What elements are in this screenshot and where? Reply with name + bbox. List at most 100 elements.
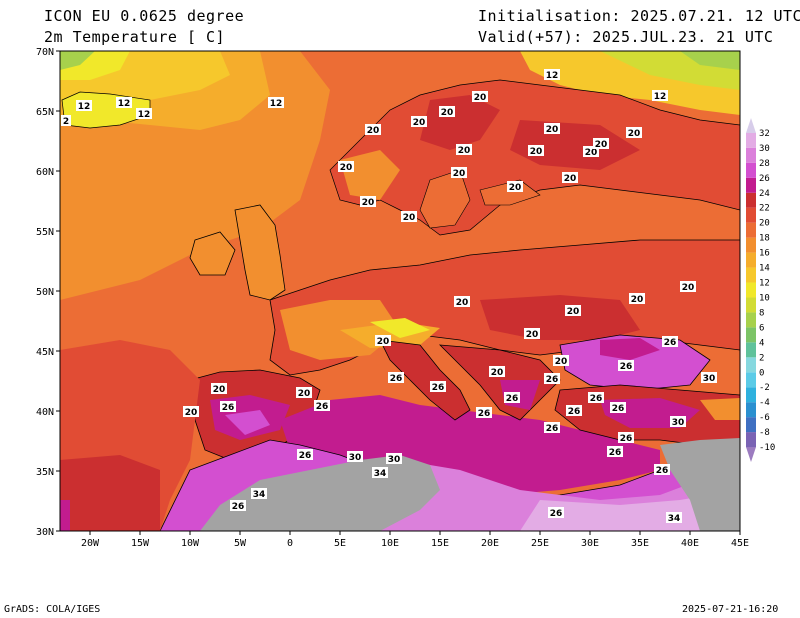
lon-tick-label: 30E	[581, 538, 599, 549]
colorbar-swatch	[746, 207, 756, 223]
colorbar-tick-label: -6	[759, 413, 770, 423]
isotherm-label: 26	[544, 373, 560, 385]
colorbar-tick-label: 8	[759, 308, 764, 318]
lon-tick-label: 25E	[531, 538, 549, 549]
lat-tick-label: 40N	[36, 407, 54, 418]
isotherm-label: 20	[472, 91, 488, 103]
svg-text:26: 26	[550, 509, 563, 519]
colorbar-swatch	[746, 417, 756, 433]
isotherm-label: 20	[489, 366, 505, 378]
svg-text:12: 12	[78, 102, 91, 112]
colorbar-swatch	[746, 132, 756, 148]
svg-text:26: 26	[232, 502, 245, 512]
svg-text:20: 20	[631, 295, 644, 305]
colorbar-swatch	[746, 118, 756, 133]
svg-text:26: 26	[609, 448, 622, 458]
svg-text:20: 20	[585, 148, 598, 158]
colorbar-tick-label: 6	[759, 323, 764, 333]
lon-tick-label: 35E	[631, 538, 649, 549]
lon-tick-label: 5W	[234, 538, 247, 549]
isotherm-label: 20	[629, 293, 645, 305]
isotherm-label: 26	[430, 381, 446, 393]
great-britain	[234, 204, 286, 301]
svg-text:26: 26	[656, 466, 669, 476]
colorbar-swatch	[746, 327, 756, 343]
init-time: Initialisation: 2025.07.21. 12 UTC	[478, 7, 800, 25]
svg-text:20: 20	[340, 163, 353, 173]
black-sea	[559, 334, 711, 391]
svg-text:26: 26	[590, 394, 603, 404]
isotherm-label: 20	[296, 387, 312, 399]
colorbar-swatch	[746, 357, 756, 373]
colorbar-swatch	[746, 372, 756, 388]
isotherm-label: 12	[76, 100, 92, 112]
valid-time: Valid(+57): 2025.JUL.23. 21 UTC	[478, 28, 774, 46]
isotherm-label: 20	[439, 106, 455, 118]
svg-text:12: 12	[118, 99, 131, 109]
svg-text:12: 12	[654, 92, 667, 102]
lon-tick-label: 10W	[181, 538, 200, 549]
isotherm-label: 20	[211, 383, 227, 395]
lon-tick-label: 5E	[334, 538, 346, 549]
svg-text:26: 26	[299, 451, 312, 461]
isotherm-label: 20	[524, 328, 540, 340]
svg-text:20: 20	[213, 385, 226, 395]
isotherm-label: 12	[268, 97, 284, 109]
svg-text:20: 20	[441, 108, 454, 118]
colorbar-swatch	[746, 282, 756, 298]
svg-text:20: 20	[628, 129, 641, 139]
colorbar-swatch	[746, 177, 756, 193]
svg-text:34: 34	[374, 469, 387, 479]
svg-text:30: 30	[703, 374, 716, 384]
isotherm-label: 26	[388, 372, 404, 384]
isotherm-label: 26	[544, 422, 560, 434]
isotherm-label: 20	[593, 138, 609, 150]
lon-tick-label: 20E	[481, 538, 499, 549]
isotherm-label: 26	[548, 507, 564, 519]
svg-text:20: 20	[458, 146, 471, 156]
lon-tick-label: 0	[287, 538, 293, 549]
colorbar-swatch	[746, 192, 756, 208]
colorbar-swatch	[746, 237, 756, 253]
colorbar-tick-label: 10	[759, 293, 770, 303]
colorbar-swatch	[746, 447, 756, 462]
lon-tick-label: 40E	[681, 538, 699, 549]
lon-tick-label: 45E	[731, 538, 749, 549]
colorbar-swatch	[746, 147, 756, 163]
colorbar-tick-label: 4	[759, 338, 764, 348]
lat-tick-label: 65N	[36, 107, 54, 118]
svg-text:20: 20	[567, 307, 580, 317]
isotherm-label: 26	[654, 464, 670, 476]
isotherm-label: 26	[566, 405, 582, 417]
svg-text:26: 26	[546, 375, 559, 385]
colorbar-tick-label: -10	[759, 443, 775, 453]
italy	[379, 339, 471, 421]
svg-text:20: 20	[474, 93, 487, 103]
svg-text:26: 26	[620, 362, 633, 372]
isotherm-label: 26	[610, 402, 626, 414]
isotherm-label: 20	[183, 406, 199, 418]
colorbar-tick-label: 22	[759, 204, 770, 214]
isotherm-label: 34	[251, 488, 267, 500]
svg-text:26: 26	[222, 403, 235, 413]
svg-text:12: 12	[270, 99, 283, 109]
colorbar-tick-label: 14	[759, 264, 770, 274]
svg-text:34: 34	[668, 514, 681, 524]
svg-text:12: 12	[546, 71, 559, 81]
isotherm-label: 20	[565, 305, 581, 317]
svg-text:20: 20	[491, 368, 504, 378]
svg-text:26: 26	[568, 407, 581, 417]
colorbar-swatch	[746, 252, 756, 268]
svg-text:20: 20	[682, 283, 695, 293]
model-title: ICON EU 0.0625 degree	[44, 7, 245, 25]
isotherm-label: 20	[544, 123, 560, 135]
svg-text:20: 20	[377, 337, 390, 347]
colorbar-swatch	[746, 297, 756, 313]
colorbar-tick-label: 18	[759, 234, 770, 244]
isotherm-label: 20	[338, 161, 354, 173]
svg-text:26: 26	[664, 338, 677, 348]
colorbar-tick-label: 26	[759, 174, 770, 184]
isotherm-label: 20	[451, 167, 467, 179]
colorbar-tick-label: 28	[759, 159, 770, 169]
